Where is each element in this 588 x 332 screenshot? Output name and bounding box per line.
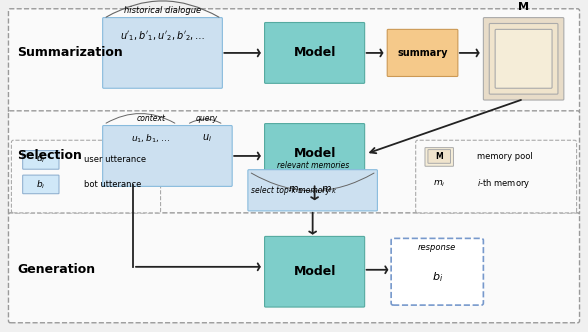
FancyBboxPatch shape [489, 24, 558, 94]
Text: Selection: Selection [17, 149, 82, 162]
Text: $i$-th memory: $i$-th memory [476, 177, 530, 190]
FancyBboxPatch shape [425, 148, 453, 166]
Text: historical dialogue: historical dialogue [124, 6, 201, 15]
FancyBboxPatch shape [8, 111, 580, 215]
Text: bot utterance: bot utterance [84, 180, 141, 189]
FancyBboxPatch shape [248, 170, 377, 211]
FancyBboxPatch shape [265, 23, 365, 83]
Text: $b_i$: $b_i$ [36, 178, 46, 191]
FancyBboxPatch shape [103, 125, 232, 186]
Text: relevant memories: relevant memories [276, 161, 349, 170]
FancyBboxPatch shape [483, 18, 564, 100]
Text: Summarization: Summarization [17, 46, 123, 59]
FancyBboxPatch shape [8, 213, 580, 323]
Text: select top-k memory: select top-k memory [250, 186, 330, 195]
Text: Model: Model [293, 46, 336, 59]
Text: $m_i$: $m_i$ [433, 178, 446, 189]
FancyBboxPatch shape [23, 150, 59, 169]
FancyBboxPatch shape [416, 140, 577, 213]
Text: $m_1, \ldots, m_k$: $m_1, \ldots, m_k$ [288, 184, 338, 196]
FancyBboxPatch shape [11, 140, 161, 213]
FancyBboxPatch shape [428, 150, 450, 163]
Text: user utterance: user utterance [84, 155, 146, 164]
Text: Generation: Generation [17, 263, 95, 276]
Text: $u_i$: $u_i$ [36, 155, 45, 165]
Text: $b_i$: $b_i$ [432, 270, 443, 284]
FancyBboxPatch shape [265, 124, 365, 184]
FancyBboxPatch shape [495, 29, 552, 88]
FancyBboxPatch shape [103, 18, 222, 88]
Text: query: query [196, 114, 218, 123]
FancyBboxPatch shape [391, 238, 483, 305]
Text: response: response [418, 243, 456, 252]
Text: context: context [136, 114, 165, 123]
FancyBboxPatch shape [265, 236, 365, 307]
Text: $u_i$: $u_i$ [202, 132, 212, 144]
FancyBboxPatch shape [387, 29, 458, 76]
Text: M: M [435, 152, 443, 161]
Text: $u_1, b_1, \ldots$: $u_1, b_1, \ldots$ [131, 132, 171, 144]
FancyBboxPatch shape [8, 9, 580, 113]
Text: $u'_1, b'_1, u'_2, b'_2, \ldots$: $u'_1, b'_1, u'_2, b'_2, \ldots$ [120, 29, 205, 43]
Text: Model: Model [293, 147, 336, 160]
Text: summary: summary [397, 48, 448, 58]
Text: memory pool: memory pool [476, 152, 532, 161]
Text: Model: Model [293, 265, 336, 278]
Text: M: M [518, 2, 529, 12]
FancyBboxPatch shape [23, 175, 59, 194]
